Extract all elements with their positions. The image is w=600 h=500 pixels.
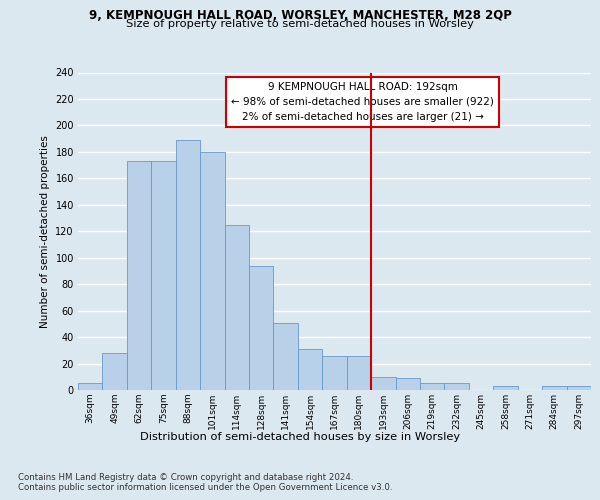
Text: Contains HM Land Registry data © Crown copyright and database right 2024.: Contains HM Land Registry data © Crown c… bbox=[18, 472, 353, 482]
Bar bbox=[103, 353, 127, 390]
Bar bbox=[151, 161, 176, 390]
Bar bbox=[542, 386, 566, 390]
Bar bbox=[566, 386, 591, 390]
Bar bbox=[445, 384, 469, 390]
Text: Contains public sector information licensed under the Open Government Licence v3: Contains public sector information licen… bbox=[18, 484, 392, 492]
Bar bbox=[274, 322, 298, 390]
Bar bbox=[176, 140, 200, 390]
Text: Distribution of semi-detached houses by size in Worsley: Distribution of semi-detached houses by … bbox=[140, 432, 460, 442]
Bar bbox=[78, 384, 103, 390]
Bar bbox=[249, 266, 274, 390]
Text: 9, KEMPNOUGH HALL ROAD, WORSLEY, MANCHESTER, M28 2QP: 9, KEMPNOUGH HALL ROAD, WORSLEY, MANCHES… bbox=[89, 9, 511, 22]
Bar bbox=[127, 161, 151, 390]
Y-axis label: Number of semi-detached properties: Number of semi-detached properties bbox=[40, 135, 50, 328]
Text: Size of property relative to semi-detached houses in Worsley: Size of property relative to semi-detach… bbox=[126, 19, 474, 29]
Bar bbox=[347, 356, 371, 390]
Bar bbox=[224, 224, 249, 390]
Bar bbox=[395, 378, 420, 390]
Bar bbox=[371, 377, 395, 390]
Bar bbox=[298, 349, 322, 390]
Bar bbox=[420, 384, 445, 390]
Text: 9 KEMPNOUGH HALL ROAD: 192sqm
← 98% of semi-detached houses are smaller (922)
2%: 9 KEMPNOUGH HALL ROAD: 192sqm ← 98% of s… bbox=[231, 82, 494, 122]
Bar bbox=[200, 152, 224, 390]
Bar bbox=[493, 386, 518, 390]
Bar bbox=[322, 356, 347, 390]
